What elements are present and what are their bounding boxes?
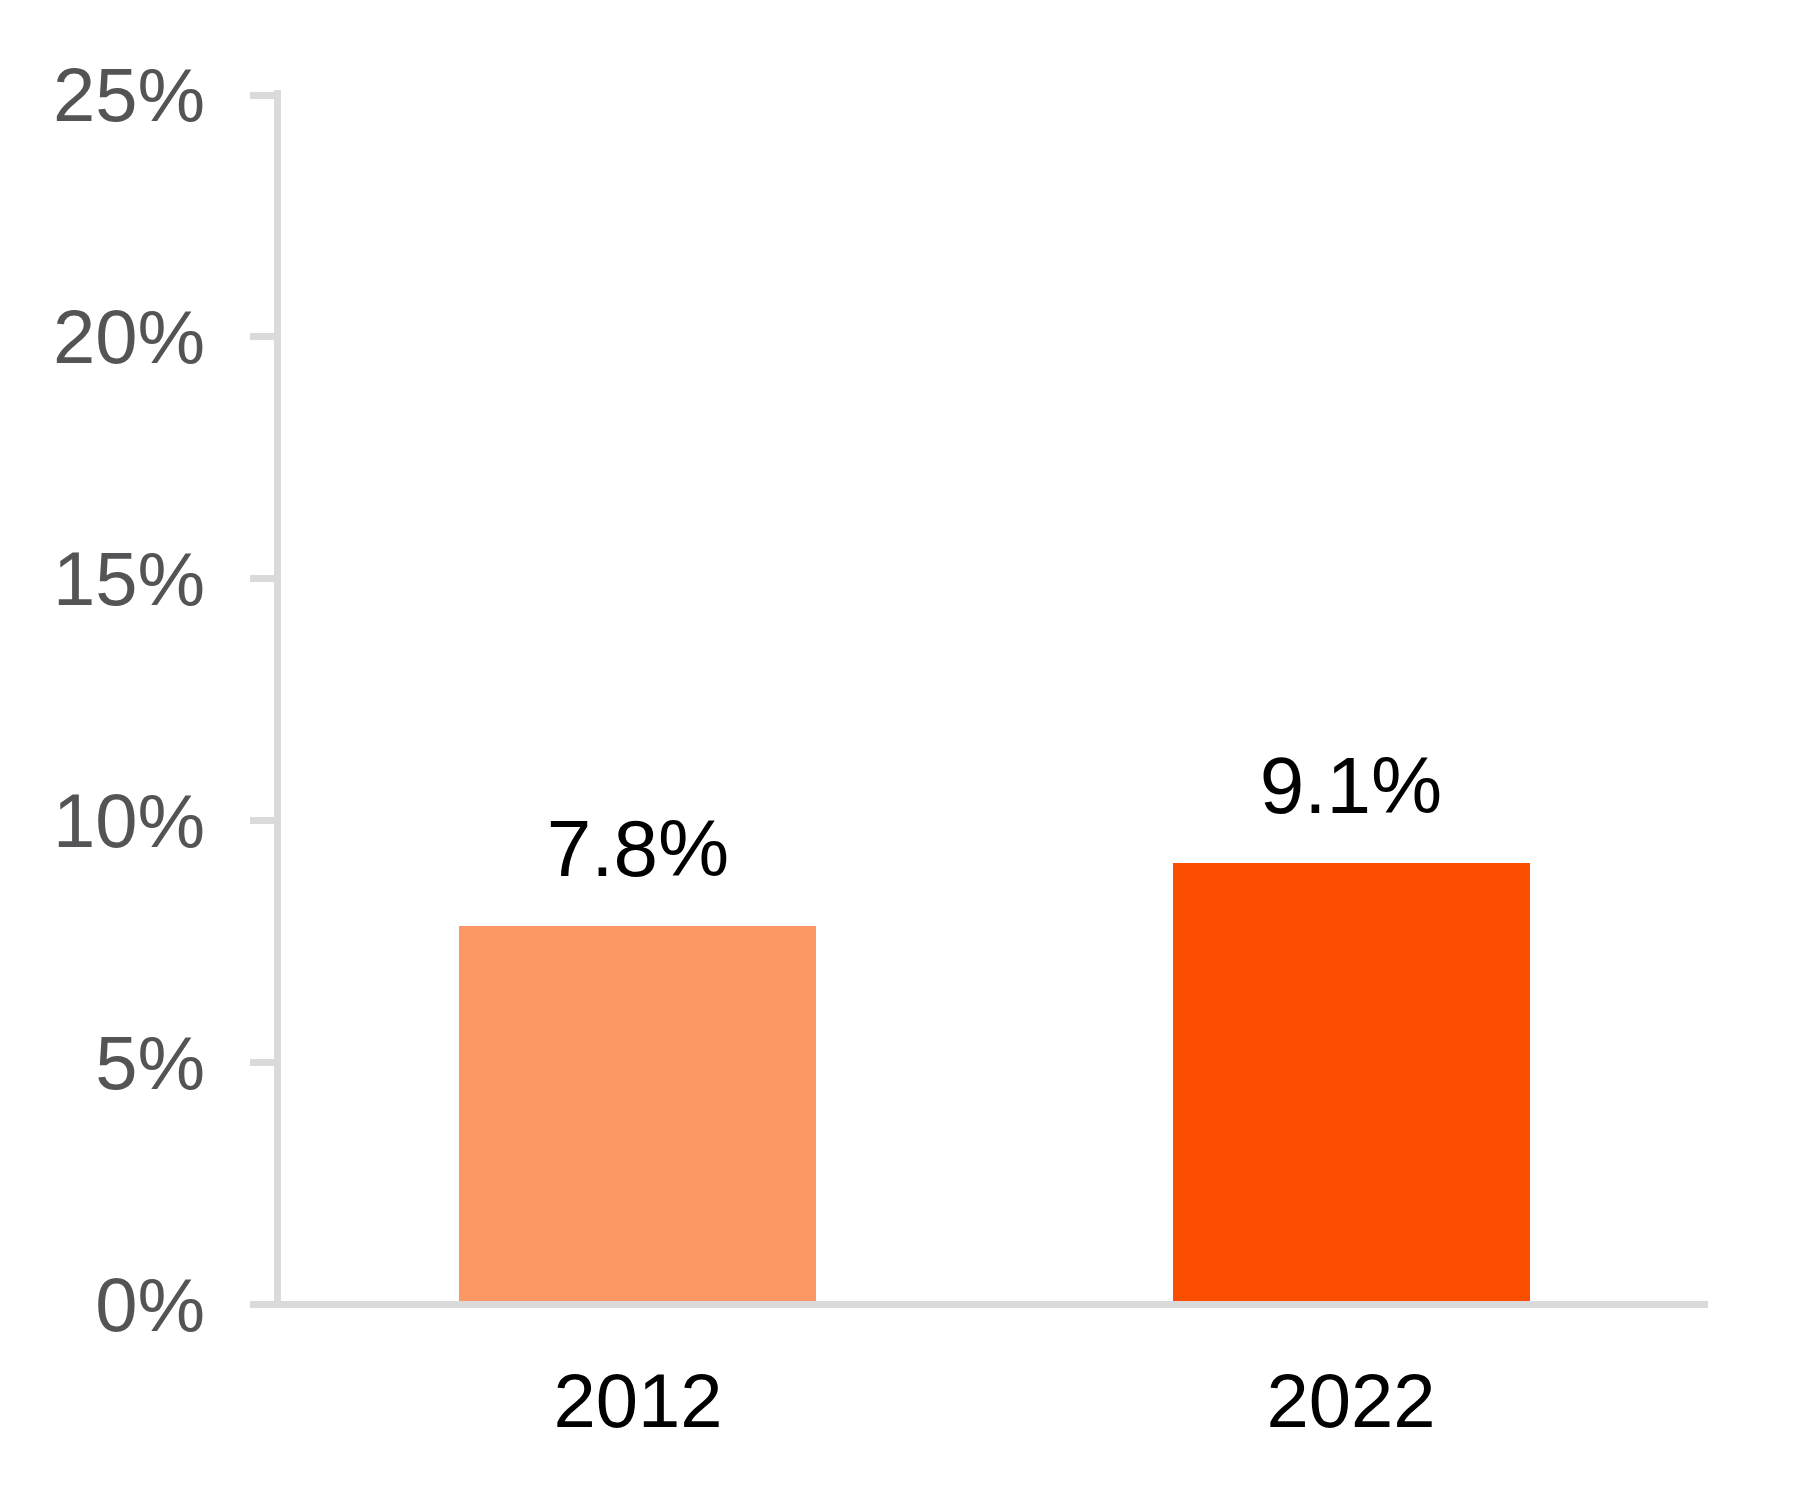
bar-2022 xyxy=(1173,863,1530,1303)
bar-value-label-2022: 9.1% xyxy=(1101,744,1601,828)
y-tick-label-20: 20% xyxy=(0,297,205,377)
x-tick-label-2022: 2022 xyxy=(1101,1361,1601,1441)
y-tick-label-10: 10% xyxy=(0,781,205,861)
y-tick-15 xyxy=(250,575,275,582)
bar-2012 xyxy=(459,926,816,1303)
y-tick-5 xyxy=(250,1059,275,1066)
x-axis-line xyxy=(250,1301,1708,1308)
y-tick-25 xyxy=(250,92,275,99)
y-tick-label-5: 5% xyxy=(0,1023,205,1103)
x-tick-label-2012: 2012 xyxy=(388,1361,888,1441)
bar-value-label-2012: 7.8% xyxy=(388,807,888,891)
y-tick-label-25: 25% xyxy=(0,55,205,135)
y-axis-line xyxy=(274,90,281,1308)
bar-chart: 0% 5% 10% 15% 20% 25% 7.8% 2012 9.1% 2022 xyxy=(0,0,1800,1500)
y-tick-10 xyxy=(250,817,275,824)
y-tick-label-15: 15% xyxy=(0,539,205,619)
y-tick-20 xyxy=(250,333,275,340)
y-tick-label-0: 0% xyxy=(0,1265,205,1345)
